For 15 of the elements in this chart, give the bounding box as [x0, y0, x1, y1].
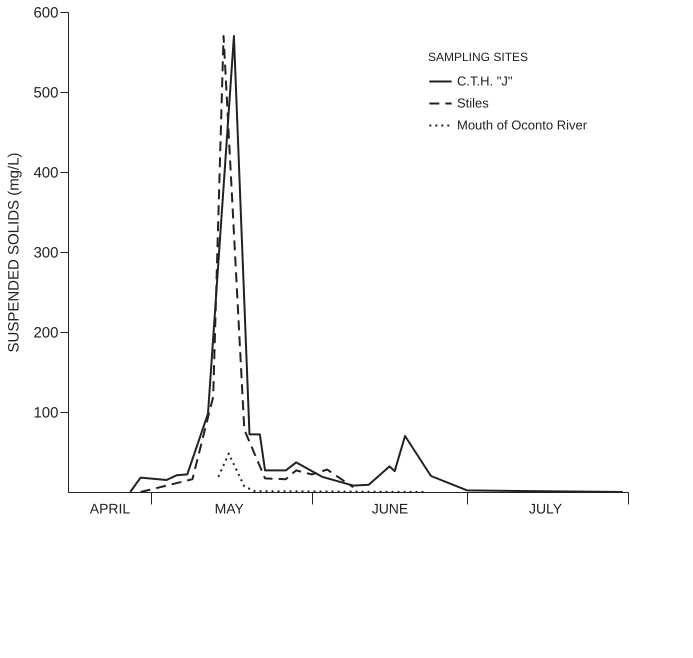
y-tick-label: 600 [33, 4, 58, 22]
x-tick-label: MAY [214, 500, 245, 516]
legend-title: SAMPLING SITES [428, 50, 528, 64]
y-tick-label: 100 [33, 404, 58, 422]
x-tick-label: JULY [528, 500, 563, 516]
x-tick-label: JUNE [372, 500, 408, 516]
legend-label: C.T.H. "J" [457, 74, 513, 88]
legend-label: Stiles [457, 96, 490, 110]
y-tick-label: 400 [33, 164, 58, 182]
y-tick-label: 500 [33, 84, 58, 102]
y-tick-label: 200 [33, 324, 58, 342]
legend-label: Mouth of Oconto River [457, 118, 588, 132]
y-tick-label: 300 [33, 244, 58, 262]
y-axis-title: SUSPENDED SOLIDS (mg/L) [5, 152, 22, 353]
x-tick-label: APRIL [90, 500, 130, 516]
